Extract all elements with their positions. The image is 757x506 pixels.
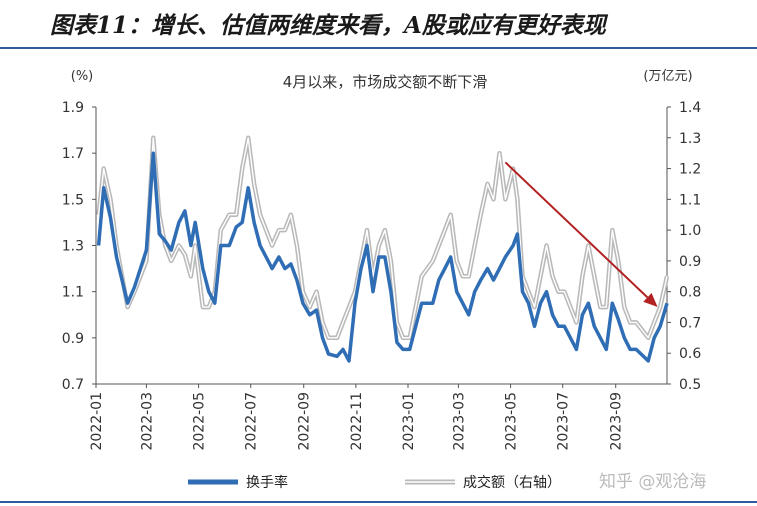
legend-label-turnover: 换手率 bbox=[246, 474, 288, 491]
right-tick-label: 0.8 bbox=[679, 285, 701, 301]
right-tick-label: 1.1 bbox=[679, 192, 701, 208]
title-rule bbox=[0, 47, 757, 49]
footer-rule bbox=[0, 501, 757, 503]
right-tick-label: 1.0 bbox=[679, 223, 701, 239]
x-tick-label: 2022-07 bbox=[244, 392, 260, 451]
right-axis-unit: (万亿元) bbox=[643, 69, 692, 84]
x-tick-label: 2022-11 bbox=[349, 392, 365, 451]
x-tick-label: 2022-01 bbox=[89, 392, 105, 451]
left-tick-label: 1.3 bbox=[62, 239, 84, 255]
left-tick-label: 1.5 bbox=[62, 192, 84, 208]
left-tick-label: 1.9 bbox=[62, 100, 84, 116]
series-volume-line bbox=[96, 135, 670, 341]
x-tick-label: 2023-03 bbox=[451, 392, 467, 451]
x-tick-label: 2022-03 bbox=[139, 392, 155, 451]
trend-arrow-head bbox=[643, 293, 658, 308]
chart-legend: 换手率 成交额（右轴） bbox=[188, 474, 561, 491]
chart-annotation: 4月以来，市场成交额不断下滑 bbox=[283, 73, 488, 91]
x-tick-label: 2023-07 bbox=[556, 392, 572, 451]
watermark-text: 知乎 @观沧海 bbox=[599, 472, 706, 492]
trend-arrow-shaft bbox=[504, 161, 649, 299]
series-turnover-line bbox=[96, 151, 669, 363]
legend-label-volume: 成交额（右轴） bbox=[463, 474, 561, 491]
right-tick-label: 0.5 bbox=[679, 377, 701, 393]
right-tick-label: 1.3 bbox=[679, 131, 701, 147]
right-tick-label: 0.7 bbox=[679, 315, 701, 331]
right-tick-label: 0.9 bbox=[679, 254, 701, 270]
x-tick-label: 2023-01 bbox=[401, 392, 417, 451]
left-tick-label: 0.9 bbox=[62, 331, 84, 347]
right-tick-label: 0.6 bbox=[679, 346, 701, 362]
x-tick-label: 2022-09 bbox=[297, 392, 313, 451]
right-tick-label: 1.4 bbox=[679, 100, 701, 116]
left-axis-unit: (%) bbox=[71, 69, 94, 84]
left-tick-label: 1.7 bbox=[62, 146, 84, 162]
x-tick-label: 2023-09 bbox=[609, 392, 625, 451]
left-tick-label: 0.7 bbox=[62, 377, 84, 393]
series-volume-line-core bbox=[97, 137, 668, 339]
chart-title: 图表11：增长、估值两维度来看，A股或应有更好表现 bbox=[50, 12, 606, 39]
x-tick-label: 2023-05 bbox=[504, 392, 520, 451]
left-tick-label: 1.1 bbox=[62, 285, 84, 301]
right-tick-label: 1.2 bbox=[679, 162, 701, 178]
x-tick-label: 2022-05 bbox=[192, 392, 208, 451]
